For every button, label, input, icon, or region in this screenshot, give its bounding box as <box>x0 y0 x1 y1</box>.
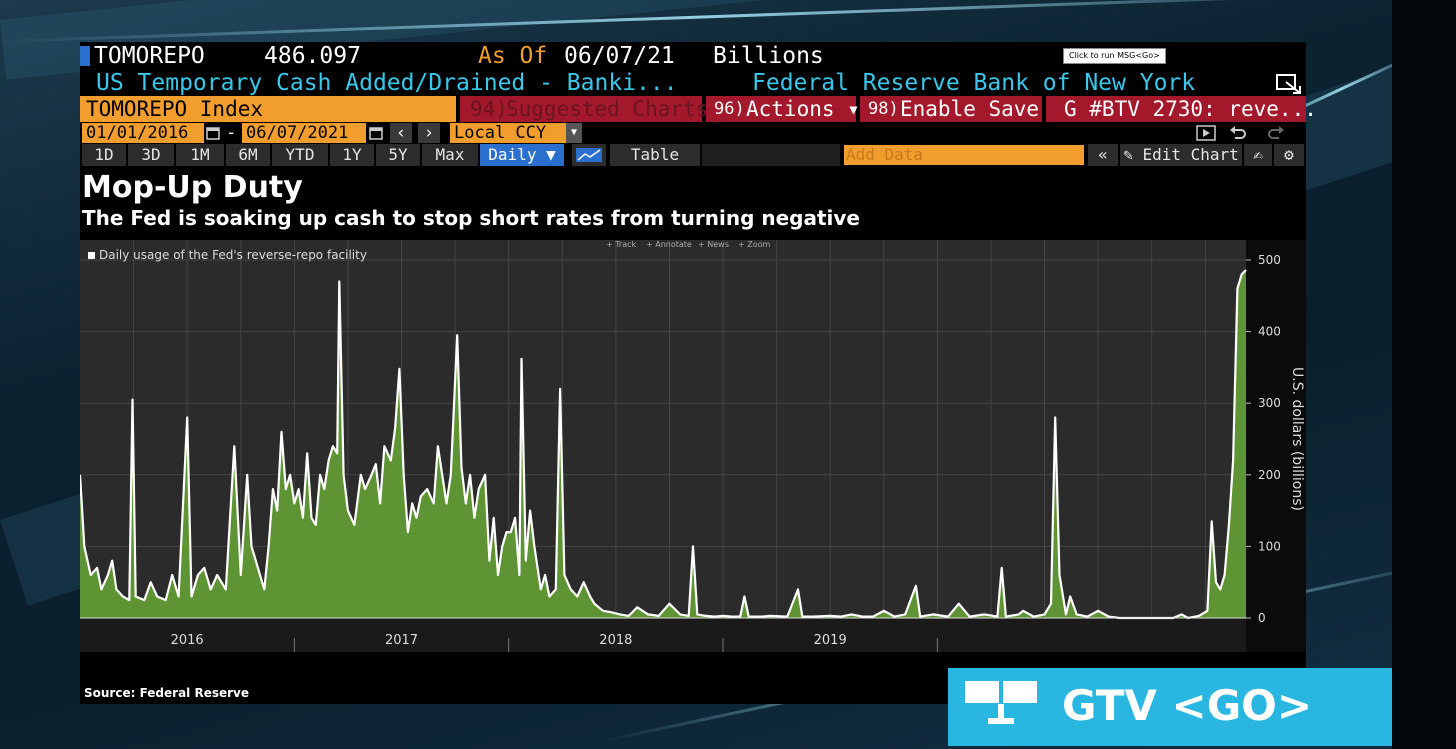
currency-dropdown-button[interactable]: ▼ <box>566 123 582 143</box>
xtick-label: 2019 <box>814 633 847 648</box>
date-range-row: 01/01/2016 - 06/07/2021 ‹ › Local CCY ▼ <box>80 122 1306 144</box>
header-row: TOMOREPO 486.097 As Of 06/07/21 Billions… <box>80 42 1306 70</box>
period-row: 1D 3D 1M 6M YTD 1Y 5Y Max Daily ▼ Table … <box>80 144 1306 166</box>
btv-label: G #BTV 2730: reve... <box>1064 97 1317 121</box>
yaxis-panel <box>1246 240 1306 652</box>
security-field[interactable]: TOMOREPO Index <box>80 96 456 122</box>
edit-chart-label: Edit Chart <box>1142 145 1239 164</box>
period-5y-button[interactable]: 5Y <box>376 144 420 166</box>
line-chart-toggle[interactable] <box>572 144 606 166</box>
monitors-icon <box>965 681 1037 724</box>
chevron-left-icon: ‹ <box>395 123 407 143</box>
source-name: Federal Reserve Bank of New York <box>752 70 1196 96</box>
period-max-button[interactable]: Max <box>422 144 478 166</box>
last-value: 486.097 <box>264 43 361 69</box>
edit-chart-button[interactable]: ✎ Edit Chart <box>1120 144 1242 166</box>
double-chevron-left-icon: « <box>1098 145 1108 164</box>
security-description: US Temporary Cash Added/Drained - Banki.… <box>96 70 678 96</box>
start-date-input[interactable]: 01/01/2016 <box>82 123 204 143</box>
pencil-icon: ✎ <box>1123 145 1133 164</box>
end-date-input[interactable]: 06/07/2021 <box>242 123 366 143</box>
prev-range-button[interactable]: ‹ <box>390 123 412 143</box>
period-6m-button[interactable]: 6M <box>226 144 270 166</box>
bloomberg-terminal: TOMOREPO 486.097 As Of 06/07/21 Billions… <box>78 42 1317 704</box>
as-of-label: As Of <box>478 43 548 69</box>
line-chart-icon <box>576 148 602 162</box>
suggested-charts-button[interactable]: 94) Suggested Charts <box>460 96 708 122</box>
tooltip: Click to run MSG<Go> <box>1063 48 1166 64</box>
table-button[interactable]: Table <box>610 144 700 166</box>
chart-tool-annotate: + Annotate <box>646 240 692 249</box>
period-1m-button[interactable]: 1M <box>176 144 224 166</box>
period-1d-button[interactable]: 1D <box>82 144 126 166</box>
annotate-tool-button[interactable]: ✍ <box>1244 144 1272 166</box>
ticker: TOMOREPO <box>94 43 205 69</box>
enable-save-button[interactable]: 98) Enable Save <box>860 96 1042 122</box>
frequency-select[interactable]: Daily ▼ <box>480 144 564 166</box>
suggested-charts-label: Suggested Charts <box>506 97 709 121</box>
ytick-label: 500 <box>1258 253 1281 267</box>
chart-tool-track: + Track <box>606 240 637 249</box>
security-marker <box>80 46 90 66</box>
xaxis-band <box>80 618 1246 652</box>
xtick-label: 2018 <box>599 633 632 648</box>
currency-select[interactable]: Local CCY <box>450 123 566 143</box>
reverse-repo-chart[interactable]: 0 100 200 300 400 500 2016 2017 2018 2019 Daily us… <box>78 236 1306 656</box>
redo-icon[interactable] <box>1266 125 1286 141</box>
popout-icon[interactable] <box>1276 74 1302 94</box>
actions-button[interactable]: 96) Actions ▾ <box>706 96 860 122</box>
add-data-input[interactable]: Add Data <box>844 145 1084 165</box>
enable-save-label: Enable Save <box>900 97 1040 121</box>
enable-save-num: 98) <box>868 99 899 119</box>
units-label: Billions <box>713 43 824 69</box>
actions-label: Actions ▾ <box>746 97 860 121</box>
as-of-date: 06/07/21 <box>564 43 675 69</box>
chart-tool-news: + News <box>698 240 729 249</box>
chart-area[interactable]: 0 100 200 300 400 500 2016 2017 2018 2019 Daily us… <box>78 236 1306 656</box>
series-area <box>80 270 1246 618</box>
period-1y-button[interactable]: 1Y <box>330 144 374 166</box>
collapse-button[interactable]: « <box>1088 144 1118 166</box>
btv-button[interactable]: G #BTV 2730: reve... <box>1046 96 1317 122</box>
undo-icon[interactable] <box>1228 125 1248 141</box>
actions-num: 96) <box>714 99 745 119</box>
ytick-label: 300 <box>1258 396 1281 410</box>
toolbar-spacer <box>702 144 840 166</box>
chart-tool-zoom: + Zoom <box>738 240 771 249</box>
right-edge-bar <box>1392 0 1456 749</box>
chevron-right-icon: › <box>423 123 435 143</box>
settings-button[interactable]: ⚙ <box>1274 144 1304 166</box>
calendar-icon[interactable] <box>206 125 220 140</box>
chart-subtitle: The Fed is soaking up cash to stop short… <box>82 206 860 230</box>
period-3d-button[interactable]: 3D <box>128 144 174 166</box>
xtick-label: 2016 <box>171 633 204 648</box>
chart-title: Mop-Up Duty <box>82 170 303 205</box>
gtv-banner[interactable]: GTV <GO> <box>948 668 1392 746</box>
suggested-charts-num: 94) <box>470 97 508 121</box>
ytick-label: 400 <box>1258 325 1281 339</box>
calendar-icon[interactable] <box>369 125 383 140</box>
play-icon[interactable] <box>1196 125 1216 141</box>
series-line <box>78 269 1247 620</box>
ytick-label: 100 <box>1258 539 1281 553</box>
range-dash: - <box>226 123 237 143</box>
source-note: Source: Federal Reserve <box>84 686 249 700</box>
xtick-label: 2017 <box>385 633 418 648</box>
legend-swatch <box>88 252 95 259</box>
description-row: US Temporary Cash Added/Drained - Banki.… <box>80 70 1306 96</box>
legend-label: Daily usage of the Fed's reverse-repo fa… <box>99 248 367 262</box>
edit-square-icon: ✍ <box>1253 145 1263 164</box>
ytick-label: 200 <box>1258 468 1281 482</box>
gear-icon: ⚙ <box>1284 145 1294 164</box>
ytick-label: 0 <box>1258 611 1266 625</box>
gtv-label: GTV <GO> <box>1062 681 1313 730</box>
next-range-button[interactable]: › <box>418 123 440 143</box>
chevron-down-icon: ▼ <box>570 127 578 138</box>
period-ytd-button[interactable]: YTD <box>272 144 328 166</box>
toolbar-row: TOMOREPO Index 94) Suggested Charts 96) … <box>80 96 1317 122</box>
yaxis-title: U.S. dollars (billions) <box>1289 367 1305 511</box>
